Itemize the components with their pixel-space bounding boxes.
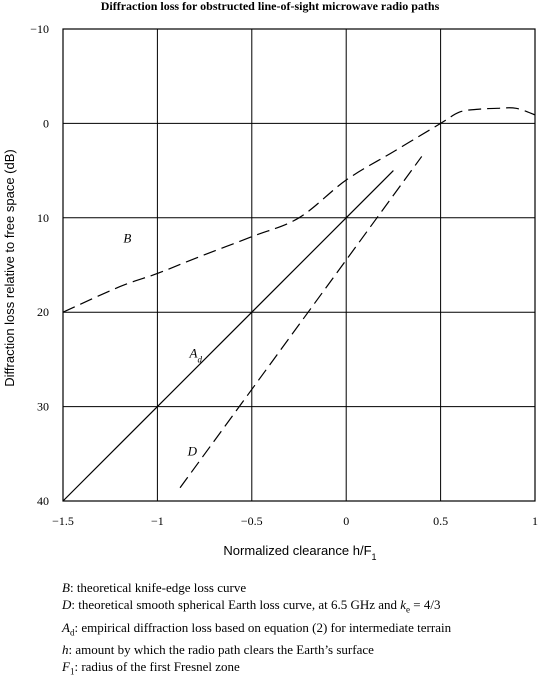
x-tick-label: −1.5: [52, 514, 74, 528]
series-lines: [62, 107, 536, 502]
x-tick-label: −1: [151, 514, 164, 528]
legend-text: : theoretical smooth spherical Earth los…: [71, 597, 401, 612]
curve-labels: B Ad D: [123, 230, 202, 458]
x-tick-label: 1: [532, 514, 538, 528]
x-tick-label: 0.5: [433, 514, 448, 528]
y-tick-labels: −10 0 10 20 30 40: [30, 22, 49, 508]
curve-label-b: B: [123, 230, 131, 245]
y-tick-label: 20: [37, 305, 49, 319]
x-tick-label: 0: [343, 514, 349, 528]
chart-title: Diffraction loss for obstructed line-of-…: [101, 0, 440, 13]
legend-item-f: F1: radius of the first Fresnel zone: [62, 659, 240, 677]
series-line-b: [62, 107, 536, 313]
legend-text: : theoretical knife-edge loss curve: [69, 580, 247, 595]
legend-symbol: D: [62, 597, 72, 612]
legend-item-b: B: theoretical knife-edge loss curve: [62, 579, 532, 596]
curve-label-d: D: [187, 444, 198, 459]
legend-text: : radius of the first Fresnel zone: [74, 659, 240, 675]
x-axis-label-sub: 1: [372, 552, 377, 562]
legend-text: : amount by which the radio path clears …: [68, 642, 374, 658]
x-tick-label: −0.5: [241, 514, 263, 528]
plot-frame: [62, 28, 536, 502]
legend-item-d: D: theoretical smooth spherical Earth lo…: [62, 597, 441, 615]
series-line-d: [179, 156, 423, 489]
series-line-ad: [62, 170, 394, 502]
x-axis-label-text: Normalized clearance h/F: [223, 543, 371, 558]
legend-item-a: Ad: empirical diffraction loss based on …: [62, 619, 452, 638]
legend-symbol: A: [62, 619, 70, 635]
x-tick-labels: −1.5 −1 −0.5 0 0.5 1: [52, 514, 538, 528]
x-axis-label: Normalized clearance h/F1: [223, 543, 376, 562]
diffraction-chart: Diffraction loss for obstructed line-of-…: [2, 0, 538, 562]
legend-text: : empirical diffraction loss based on eq…: [74, 619, 452, 635]
y-axis-label: Diffraction loss relative to free space …: [2, 149, 17, 386]
legend-symbol: B: [62, 580, 70, 595]
y-tick-label: 30: [37, 400, 49, 414]
legend-item-h: h: amount by which the radio path clears…: [62, 641, 532, 658]
y-tick-label: 0: [43, 116, 49, 130]
legend-symbol: h: [62, 642, 69, 658]
y-tick-label: 40: [37, 494, 49, 508]
legend: B: theoretical knife-edge loss curve D: t…: [62, 579, 532, 681]
legend-symbol: F: [62, 659, 70, 675]
y-tick-label: 10: [37, 211, 49, 225]
y-tick-label: −10: [30, 22, 49, 36]
curve-label-a: Ad: [188, 346, 202, 365]
